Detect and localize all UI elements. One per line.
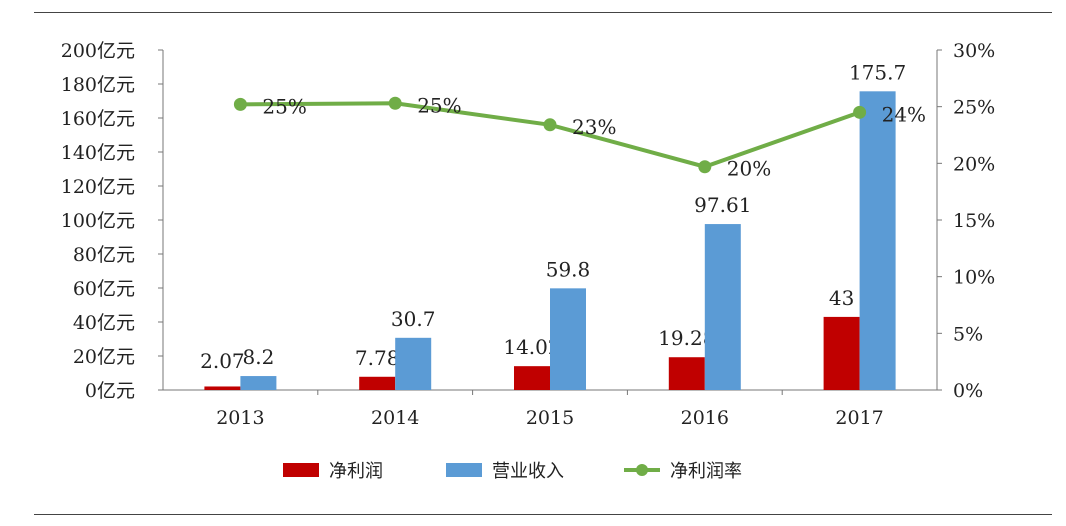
right-axis-tick-label: 20% — [953, 153, 995, 175]
net-margin-point — [698, 160, 712, 174]
legend-item-label: 净利润率 — [670, 461, 742, 482]
revenue-bar — [550, 288, 586, 390]
x-axis-tick-label: 2017 — [835, 407, 883, 429]
left-axis-tick-label: 180亿元 — [61, 74, 135, 96]
revenue-bar — [395, 337, 432, 390]
revenue-data-label: 30.7 — [391, 307, 436, 331]
left-axis-tick-label: 60亿元 — [73, 278, 135, 300]
legend-swatch — [446, 463, 482, 477]
left-axis-tick-label: 100亿元 — [61, 210, 135, 232]
revenue-data-label: 97.61 — [694, 193, 751, 217]
x-axis-tick-label: 2014 — [371, 407, 419, 429]
revenue-data-label: 8.2 — [242, 345, 274, 369]
net-profit-bar — [204, 386, 241, 390]
net-profit-data-label: 7.78 — [355, 346, 400, 370]
legend-swatch-marker — [636, 464, 648, 476]
left-axis-tick-label: 140亿元 — [61, 142, 135, 164]
revenue-bar — [859, 91, 896, 390]
left-axis-tick-label: 80亿元 — [73, 244, 135, 266]
x-axis-tick-label: 2013 — [216, 407, 264, 429]
revenue-data-label: 59.8 — [546, 257, 591, 281]
net-profit-bar — [823, 316, 860, 390]
right-axis-tick-label: 25% — [953, 97, 995, 119]
legend-item-label: 净利润 — [329, 461, 383, 482]
net-margin-data-label: 23% — [572, 115, 616, 139]
net-profit-bar — [514, 366, 550, 390]
right-axis-tick-label: 10% — [953, 267, 995, 289]
net-profit-data-label: 43 — [829, 286, 854, 310]
legend-swatch — [283, 463, 319, 477]
net-margin-data-label: 25% — [262, 94, 306, 118]
x-axis-tick-label: 2015 — [526, 407, 574, 429]
left-axis-tick-label: 40亿元 — [73, 312, 135, 334]
net-margin-data-label: 25% — [417, 93, 461, 117]
x-axis-tick-label: 2016 — [681, 407, 729, 429]
net-margin-point — [853, 105, 867, 119]
net-margin-data-label: 24% — [882, 102, 926, 126]
revenue-bar — [704, 224, 741, 390]
net-margin-point — [543, 118, 557, 132]
right-axis-tick-label: 0% — [953, 380, 983, 402]
net-profit-bar — [668, 357, 705, 390]
net-margin-point — [233, 97, 247, 111]
top-rule — [34, 12, 1052, 13]
left-axis-tick-label: 160亿元 — [61, 108, 135, 130]
left-axis-tick-label: 200亿元 — [61, 40, 135, 62]
right-axis-tick-label: 5% — [953, 323, 983, 345]
net-margin-point — [388, 96, 402, 110]
net-profit-data-label: 2.07 — [200, 349, 245, 373]
left-axis-tick-label: 0亿元 — [85, 380, 135, 402]
left-axis-tick-label: 20亿元 — [73, 346, 135, 368]
bottom-rule — [34, 514, 1052, 515]
net-margin-data-label: 20% — [727, 157, 771, 181]
right-axis-tick-label: 15% — [953, 210, 995, 232]
legend-item-label: 营业收入 — [492, 461, 564, 482]
revenue-bar — [240, 376, 277, 390]
net-profit-bar — [359, 376, 396, 390]
revenue-data-label: 175.7 — [849, 60, 906, 84]
left-axis-tick-label: 120亿元 — [61, 176, 135, 198]
right-axis-tick-label: 30% — [953, 40, 995, 62]
